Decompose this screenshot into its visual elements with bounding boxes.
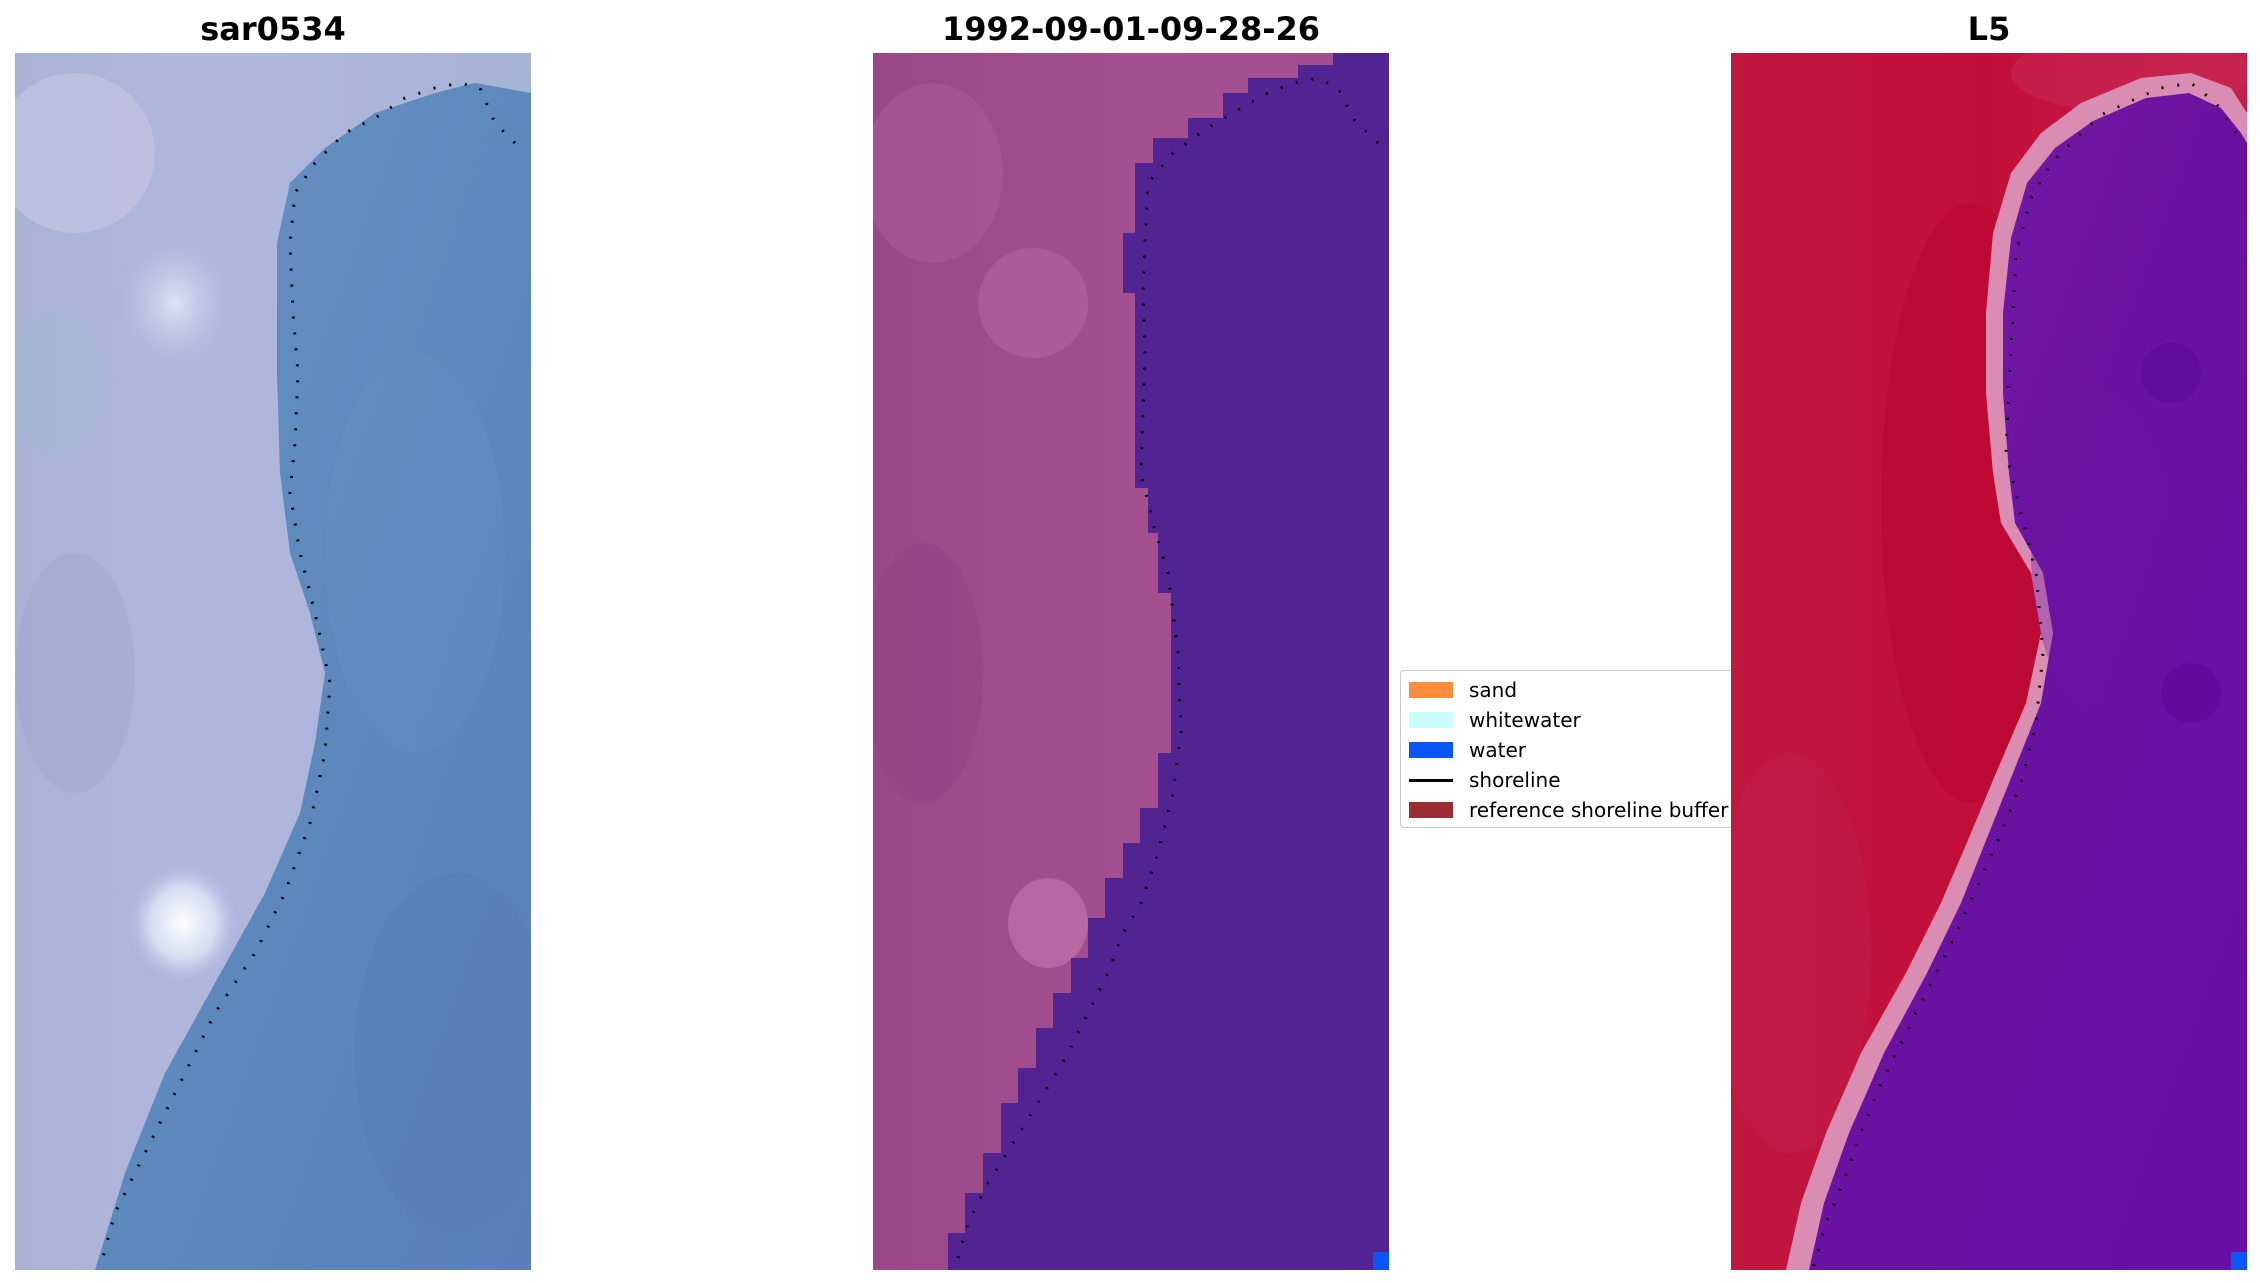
index-image bbox=[1731, 53, 2247, 1270]
panel-title-index: L5 bbox=[1967, 10, 2011, 48]
legend-label-whitewater: whitewater bbox=[1469, 708, 1581, 732]
legend: sand whitewater water shoreline referenc… bbox=[1400, 670, 1731, 828]
legend-label-sand: sand bbox=[1469, 678, 1518, 702]
legend-swatch-sand bbox=[1409, 682, 1453, 698]
legend-swatch-water bbox=[1409, 742, 1453, 758]
water-pixel bbox=[1373, 1252, 1389, 1270]
legend-swatch-shoreline bbox=[1409, 778, 1453, 782]
legend-item-shoreline: shoreline bbox=[1409, 766, 1561, 794]
index-image-panel bbox=[1731, 53, 2247, 1270]
classified-image bbox=[873, 53, 1389, 1270]
panel-title-classified: 1992-09-01-09-28-26 bbox=[941, 10, 1321, 48]
legend-item-reference-buffer: reference shoreline buffer bbox=[1409, 796, 1728, 824]
panel-title-rgb: sar0534 bbox=[200, 10, 346, 48]
legend-swatch-whitewater bbox=[1409, 712, 1453, 728]
rgb-image bbox=[15, 53, 531, 1270]
legend-item-whitewater: whitewater bbox=[1409, 706, 1581, 734]
classified-image-panel bbox=[873, 53, 1389, 1270]
water-pixel bbox=[2231, 1252, 2247, 1270]
legend-label-reference-buffer: reference shoreline buffer bbox=[1469, 798, 1729, 822]
rgb-image-panel bbox=[15, 53, 531, 1270]
legend-item-water: water bbox=[1409, 736, 1526, 764]
legend-label-water: water bbox=[1469, 738, 1526, 762]
legend-label-shoreline: shoreline bbox=[1469, 768, 1561, 792]
legend-item-sand: sand bbox=[1409, 676, 1517, 704]
legend-swatch-reference-buffer bbox=[1409, 802, 1453, 818]
